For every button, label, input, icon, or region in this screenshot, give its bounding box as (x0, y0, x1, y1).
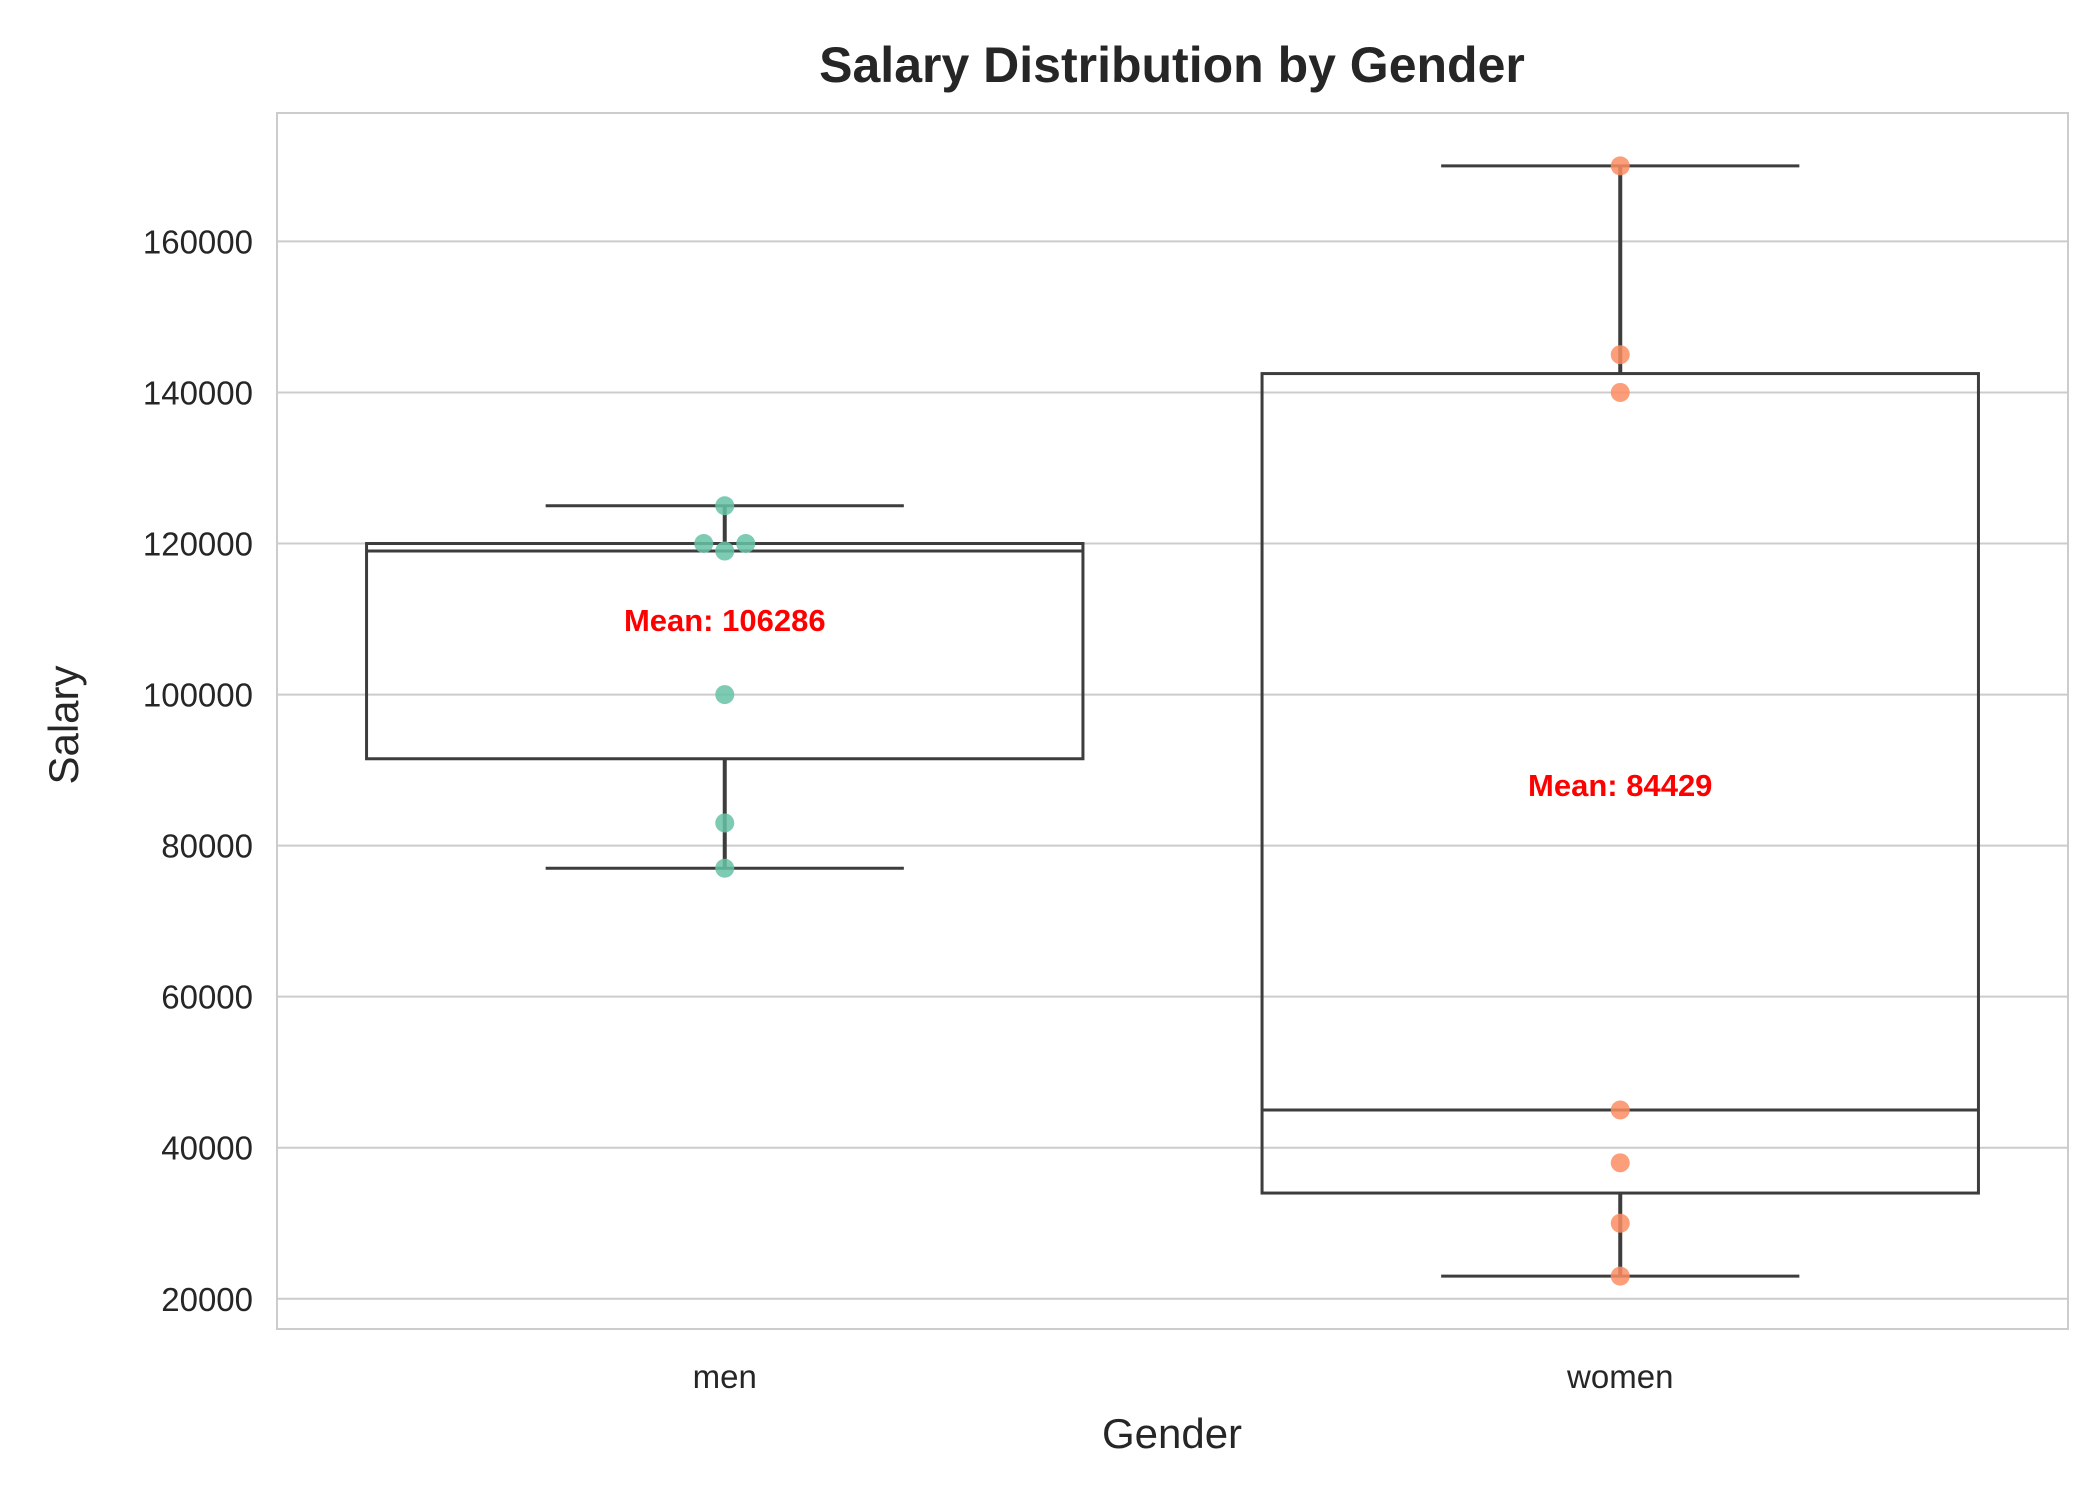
y-tick-label: 100000 (143, 677, 253, 714)
x-tick-label: women (1566, 1358, 1673, 1395)
y-tick-label: 120000 (143, 526, 253, 563)
y-tick-label: 20000 (161, 1281, 253, 1318)
data-point (715, 541, 735, 561)
y-tick-label: 40000 (161, 1130, 253, 1167)
x-tick-label: men (693, 1358, 757, 1395)
x-axis-label: Gender (1102, 1410, 1242, 1457)
data-point (715, 858, 735, 878)
data-point (715, 813, 735, 833)
grid-lines (277, 240, 2068, 1300)
data-point (1610, 1266, 1630, 1286)
data-point (1610, 1100, 1630, 1120)
chart-title: Salary Distribution by Gender (819, 37, 1525, 93)
y-tick-label: 80000 (161, 828, 253, 865)
data-point (1610, 156, 1630, 176)
data-point (715, 685, 735, 705)
data-point (694, 534, 714, 554)
mean-label: Mean: 106286 (624, 603, 826, 638)
data-point (1610, 1213, 1630, 1233)
data-point (1610, 382, 1630, 402)
box-body (1260, 372, 1980, 1195)
plot-area-frame (276, 112, 2069, 1330)
mean-annotations: Mean: 106286 Mean: 84429 (624, 603, 1713, 803)
data-point (1610, 1153, 1630, 1173)
data-point (736, 534, 756, 554)
data-point (1610, 345, 1630, 365)
y-tick-label: 140000 (143, 374, 253, 411)
data-point (715, 496, 735, 516)
y-axis-label: Salary (40, 665, 87, 784)
points (694, 156, 1630, 1286)
y-tick-label: 160000 (143, 223, 253, 260)
y-tick-label: 60000 (161, 979, 253, 1016)
tick-labels: 20000 40000 60000 80000 100000 120000 140000 16… (143, 223, 1674, 1395)
mean-label: Mean: 84429 (1528, 768, 1712, 803)
